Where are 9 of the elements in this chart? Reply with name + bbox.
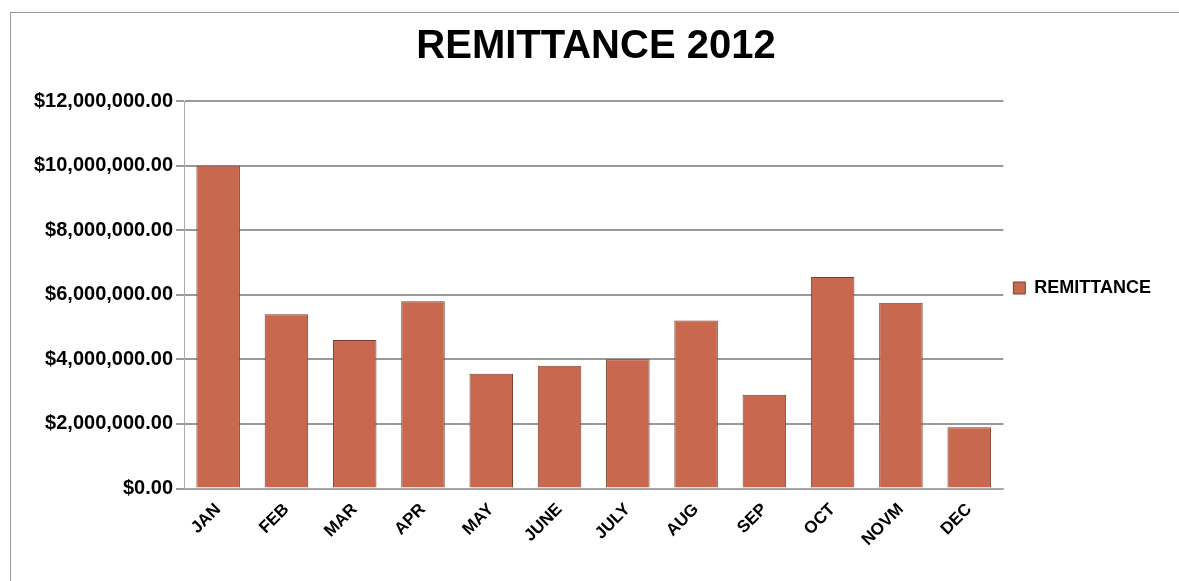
chart-title: REMITTANCE 2012 [416, 22, 776, 67]
y-tick-label: $2,000,000.00 [45, 411, 174, 434]
y-tick-label: $6,000,000.00 [45, 282, 174, 305]
y-tick-label: $4,000,000.00 [45, 346, 174, 369]
y-tick-label: $10,000,000.00 [33, 153, 174, 176]
y-tick-label: $0.00 [122, 476, 174, 499]
legend-label: REMITTANCE [1034, 276, 1152, 297]
y-tick-label: $8,000,000.00 [45, 217, 174, 240]
y-tick-label: $12,000,000.00 [33, 88, 174, 111]
